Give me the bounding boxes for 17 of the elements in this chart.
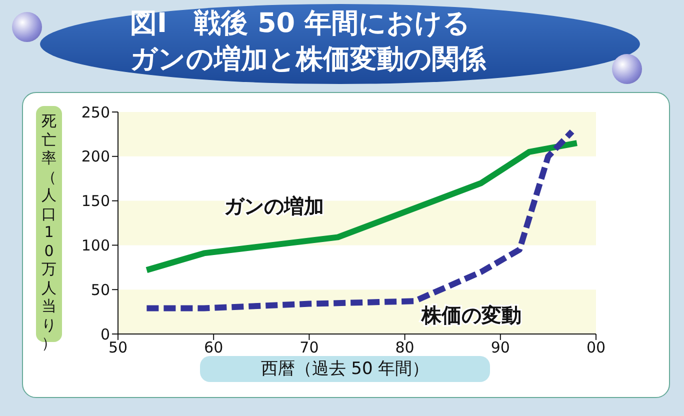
y-tick-label: 50 xyxy=(90,280,110,299)
y-tick-label: 0 xyxy=(100,325,110,344)
x-tick-label: 90 xyxy=(490,338,510,357)
x-tick-label: 80 xyxy=(395,338,414,357)
series-label: ガンの増加 xyxy=(224,194,324,218)
x-tick-label: 60 xyxy=(204,338,224,357)
x-tick-label: 50 xyxy=(108,338,128,357)
y-tick-label: 150 xyxy=(81,192,110,210)
chart-title: 図Ⅰ 戦後 50 年間におけるガンの増加と株価変動の関係 xyxy=(130,7,488,77)
x-tick-label: 00 xyxy=(586,338,606,357)
series-label: 株価の変動 xyxy=(420,302,522,327)
x-tick-label: 70 xyxy=(300,338,319,357)
x-axis-title: 西暦（過去 50 年間） xyxy=(200,356,490,382)
text: 死亡率（人口10万人当り） xyxy=(42,112,56,352)
y-tick-label: 100 xyxy=(81,236,110,255)
y-tick-label: 200 xyxy=(81,148,110,166)
y-tick-label: 250 xyxy=(81,103,110,122)
